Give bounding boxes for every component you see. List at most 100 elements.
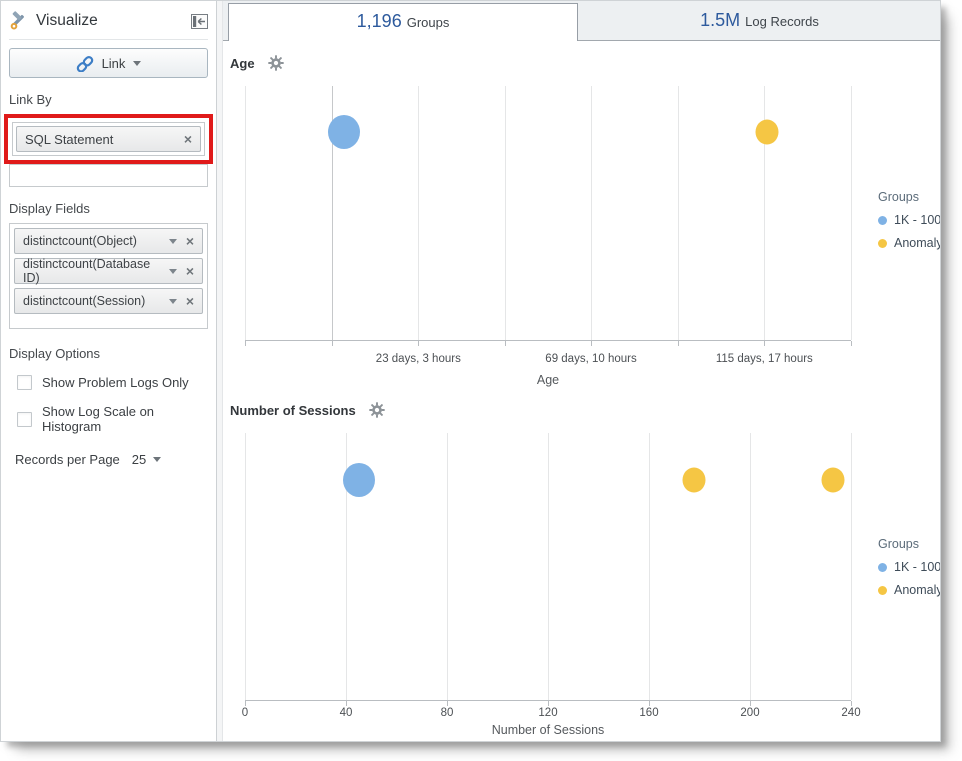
remove-icon[interactable]: × — [185, 263, 194, 279]
tab-groups[interactable]: 1,196 Groups — [228, 3, 578, 41]
gridline — [447, 433, 448, 700]
gridline — [764, 86, 766, 340]
main-content: 1,196 Groups 1.5M Log Records Age — [223, 1, 940, 741]
collapse-panel-icon[interactable] — [191, 13, 208, 29]
axis-tick — [447, 701, 448, 706]
gridline — [851, 86, 852, 340]
bubble-1k---100k[interactable] — [328, 114, 361, 149]
axis-tick — [591, 341, 593, 346]
gridline — [649, 433, 650, 700]
legend-dot-yellow — [878, 238, 887, 248]
gridline — [346, 433, 347, 700]
legend-label: 1K - 100K — [894, 560, 940, 574]
gridline — [677, 86, 679, 340]
axis-tick — [851, 341, 852, 346]
display-options-label: Display Options — [9, 346, 101, 361]
axis-tick — [504, 341, 506, 346]
gridline — [548, 433, 549, 700]
sessions-chart-title: Number of Sessions — [230, 402, 356, 418]
age-x-axis-title: Age — [536, 373, 560, 387]
axis-tick — [346, 701, 347, 706]
bubble-anomaly[interactable] — [755, 119, 779, 145]
gridline — [331, 86, 333, 340]
visualize-sidebar: Visualize Link Link B — [1, 1, 217, 741]
display-fields-listbox: distinctcount(Object) × distinctcount(Da… — [9, 223, 208, 329]
x-tick-label: 23 days, 3 hours — [375, 353, 461, 365]
gear-icon[interactable] — [368, 402, 385, 418]
link-button-label: Link — [101, 55, 126, 71]
link-icon — [76, 54, 94, 72]
show-log-scale-checkbox[interactable] — [17, 411, 32, 427]
bubble-anomaly[interactable] — [821, 467, 845, 493]
x-tick-label: 69 days, 10 hours — [545, 353, 637, 365]
sessions-chart-legend: Groups 1K - 100K Anomaly — [878, 537, 940, 597]
legend-label: Anomaly — [894, 236, 940, 250]
bubble-anomaly[interactable] — [682, 467, 706, 493]
remove-icon[interactable]: × — [185, 293, 194, 309]
legend-item-1k-100k[interactable]: 1K - 100K — [878, 560, 940, 574]
legend-item-anomaly[interactable]: Anomaly — [878, 236, 940, 250]
show-problem-logs-checkbox[interactable] — [17, 375, 32, 390]
remove-icon[interactable]: × — [183, 131, 192, 147]
age-chart-legend: Groups 1K - 100K Anomaly — [878, 190, 940, 250]
tab-log-records[interactable]: 1.5M Log Records — [579, 3, 940, 40]
display-field-value: distinctcount(Object) — [23, 234, 137, 248]
link-by-value: SQL Statement — [25, 131, 114, 147]
axis-tick — [245, 341, 246, 346]
records-per-page-label: Records per Page — [15, 452, 120, 467]
caret-down-icon[interactable] — [168, 268, 177, 274]
records-per-page-value[interactable]: 25 — [131, 452, 147, 467]
gridline — [504, 86, 506, 340]
display-field-item[interactable]: distinctcount(Session) × — [14, 288, 203, 314]
gear-icon[interactable] — [267, 55, 284, 71]
legend-item-anomaly[interactable]: Anomaly — [878, 583, 940, 597]
legend-dot-yellow — [878, 585, 887, 595]
gridline — [245, 433, 246, 700]
sessions-bubble-chart: Number of Sessions 0 40 80 120 160 200 240 — [242, 433, 861, 737]
caret-down-icon — [133, 60, 142, 66]
age-bubble-chart: Age 23 days, 3 hours 69 days, 10 hours 115… — [245, 86, 852, 387]
display-field-item[interactable]: distinctcount(Object) × — [14, 228, 203, 254]
gridline — [750, 433, 751, 700]
axis-tick — [764, 341, 766, 346]
axis-tick — [649, 701, 650, 706]
link-by-label: Link By — [9, 92, 52, 107]
legend-label: Anomaly — [894, 583, 940, 597]
x-tick-label: 0 — [241, 707, 249, 719]
log-records-count: 1.5M — [700, 10, 741, 30]
x-tick-label: 120 — [538, 707, 558, 719]
bubble-1k---100k[interactable] — [342, 462, 375, 497]
axis-tick — [548, 701, 549, 706]
x-tick-label: 40 — [339, 707, 353, 719]
axis-tick — [418, 341, 420, 346]
legend-title: Groups — [878, 190, 919, 204]
axis-tick — [245, 701, 246, 706]
sessions-x-axis-title: Number of Sessions — [491, 723, 605, 737]
remove-icon[interactable]: × — [185, 233, 194, 249]
display-field-item[interactable]: distinctcount(Database ID) × — [14, 257, 203, 285]
x-tick-label: 80 — [440, 707, 454, 719]
x-tick-label: 240 — [841, 707, 861, 719]
link-by-selected-field[interactable]: SQL Statement × — [16, 126, 201, 152]
caret-down-icon[interactable] — [153, 457, 162, 462]
display-field-value: distinctcount(Database ID) — [23, 257, 151, 285]
caret-down-icon[interactable] — [168, 298, 177, 304]
show-problem-logs-row: Show Problem Logs Only — [17, 375, 208, 390]
link-button[interactable]: Link — [9, 48, 208, 78]
annotation-highlight-box: SQL Statement × — [4, 114, 213, 164]
visualize-window: Visualize Link Link B — [0, 0, 941, 742]
age-chart-header: Age — [230, 55, 284, 71]
axis-tick — [750, 701, 751, 706]
show-log-scale-row: Show Log Scale on Histogram — [17, 404, 208, 434]
link-by-listbox: SQL Statement × — [12, 122, 205, 156]
gridline — [245, 86, 246, 340]
caret-down-icon[interactable] — [168, 238, 177, 244]
sessions-chart-header: Number of Sessions — [230, 402, 385, 418]
checkbox-label: Show Problem Logs Only — [42, 375, 189, 390]
legend-dot-blue — [878, 562, 887, 572]
legend-item-1k-100k[interactable]: 1K - 100K — [878, 213, 940, 227]
link-by-listbox-empty-area — [9, 164, 208, 187]
x-tick-label: 200 — [740, 707, 760, 719]
legend-dot-blue — [878, 215, 887, 225]
visualize-hammer-icon — [9, 11, 29, 31]
